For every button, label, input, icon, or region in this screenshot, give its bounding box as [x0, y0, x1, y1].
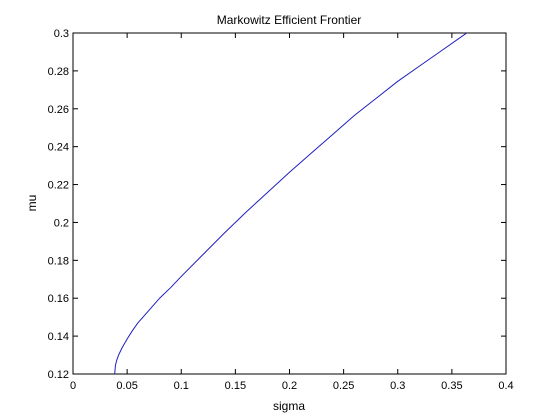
y-tick-label: 0.18	[48, 255, 69, 267]
x-tick-label: 0.35	[441, 380, 462, 392]
y-tick-label: 0.28	[48, 66, 69, 78]
x-tick-label: 0.3	[390, 380, 405, 392]
x-tick-label: 0.2	[282, 380, 297, 392]
x-tick-label: 0.05	[116, 380, 137, 392]
x-tick-label: 0.1	[174, 380, 189, 392]
y-tick-label: 0.3	[54, 28, 69, 40]
y-tick-label: 0.2	[54, 217, 69, 229]
y-tick-label: 0.14	[48, 331, 69, 343]
x-tick-label: 0.4	[498, 380, 513, 392]
y-tick-label: 0.24	[48, 142, 69, 154]
plot-area: 0 0.05 0.1 0.15 0.2 0.25 0.3 0.35 0.4 0.12 0.14 0.1…	[48, 21, 514, 392]
y-tick-label: 0.26	[48, 104, 69, 116]
chart-title: Markowitz Efficient Frontier	[217, 13, 362, 27]
x-tick-label: 0	[70, 380, 76, 392]
y-tick-label: 0.16	[48, 293, 69, 305]
x-tick-label: 0.25	[333, 380, 354, 392]
x-tick-label: 0.15	[225, 380, 246, 392]
y-axis-title: mu	[25, 195, 39, 212]
x-axis-title: sigma	[273, 399, 305, 413]
y-tick-label: 0.12	[48, 369, 69, 381]
y-tick-label: 0.22	[48, 180, 69, 192]
